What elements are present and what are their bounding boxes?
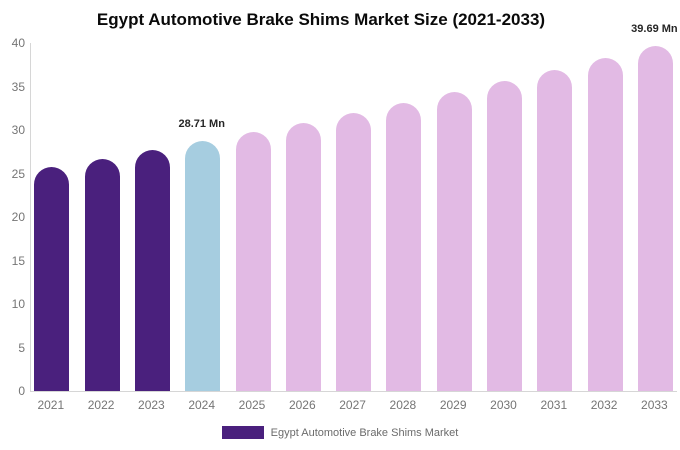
x-tick-label: 2032 — [590, 398, 618, 412]
bar-2027[interactable] — [336, 112, 372, 391]
x-tick-label: 2022 — [87, 398, 115, 412]
y-tick-label: 35 — [11, 79, 25, 94]
x-tick-label: 2027 — [339, 398, 366, 412]
x-tick-label: 2028 — [389, 398, 417, 412]
bar-2031[interactable] — [537, 69, 573, 391]
y-tick-label: 5 — [18, 340, 25, 355]
legend-label: Egypt Automotive Brake Shims Market — [270, 426, 459, 439]
bar-2028[interactable] — [386, 102, 422, 391]
legend-swatch — [221, 426, 264, 439]
y-tick-label: 0 — [18, 384, 25, 398]
x-tick-label: 2029 — [439, 398, 467, 412]
bar-2032[interactable] — [587, 57, 623, 391]
bar-2023[interactable] — [134, 150, 170, 391]
x-tick-label: 2025 — [238, 398, 266, 412]
x-tick-label: 2031 — [540, 398, 568, 412]
legend[interactable]: Egypt Automotive Brake Shims Market — [0, 426, 680, 439]
bar-2022[interactable] — [84, 158, 120, 391]
x-tick-label: 2024 — [188, 398, 216, 412]
plot-area — [30, 43, 677, 392]
x-tick-label: 2026 — [288, 398, 316, 412]
y-tick-label: 25 — [11, 166, 25, 181]
y-tick-label: 20 — [11, 210, 25, 224]
y-tick-label: 40 — [11, 36, 25, 50]
bar-2021[interactable] — [34, 166, 70, 391]
bar-2033[interactable] — [637, 45, 673, 391]
bar-2025[interactable] — [235, 132, 271, 391]
chart-title: Egypt Automotive Brake Shims Market Size… — [96, 10, 546, 29]
bar-2029[interactable] — [436, 92, 472, 391]
value-annotation: 28.71 Mn — [178, 118, 225, 131]
bar-2024[interactable] — [185, 141, 221, 391]
x-tick-label: 2033 — [641, 398, 668, 412]
x-tick-label: 2023 — [138, 398, 165, 412]
y-tick-label: 10 — [11, 297, 25, 311]
bar-2030[interactable] — [487, 81, 522, 391]
bar-2026[interactable] — [285, 122, 321, 391]
y-tick-label: 15 — [11, 253, 25, 268]
y-tick-label: 30 — [11, 123, 25, 137]
x-tick-label: 2021 — [37, 398, 65, 412]
x-tick-label: 2030 — [490, 398, 517, 412]
value-annotation: 39.69 Mn — [631, 22, 678, 35]
